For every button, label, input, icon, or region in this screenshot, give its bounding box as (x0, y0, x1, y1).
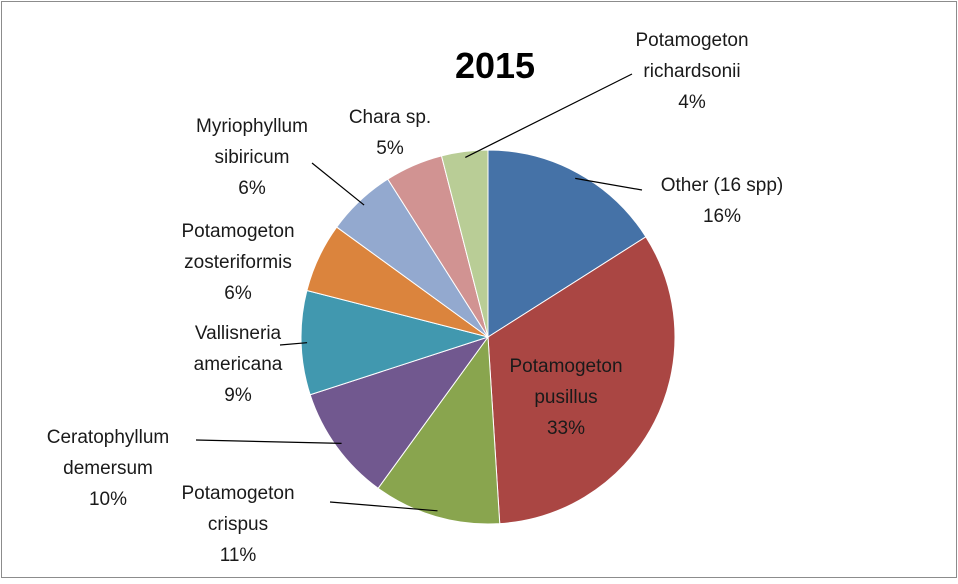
slice-label-line: Potamogeton (509, 356, 622, 377)
slice-label-line: pusillus (534, 387, 597, 408)
slice-value-label: 11% (220, 545, 257, 566)
slice-label: Potamogeton crispus (181, 483, 294, 535)
slice-label-line: richardsonii (643, 61, 740, 82)
pie-slice (487, 236, 676, 525)
slice-value-label: 9% (224, 385, 252, 406)
leader-line (329, 501, 438, 512)
leader-line (575, 177, 643, 191)
slice-value-label: 6% (238, 178, 266, 199)
pie-slice (377, 335, 501, 525)
slice-value-label: 10% (89, 489, 127, 510)
slice-value-label: 6% (224, 283, 252, 304)
leader-line (465, 73, 633, 158)
slice-label-line: Potamogeton (181, 221, 294, 242)
pie-slice (309, 336, 490, 489)
leader-line (195, 439, 342, 444)
slice-label-line: Other (16 spp) (661, 175, 784, 196)
pie-slice (487, 149, 647, 338)
slice-label: Potamogeton pusillus (509, 356, 622, 408)
slice-label: Myriophyllum sibiricum (196, 116, 308, 168)
slice-label: Chara sp. (349, 107, 431, 128)
slice-value-label: 4% (678, 92, 706, 113)
slice-value-label: 5% (376, 138, 404, 159)
slice-label: Potamogeton richardsonii (635, 30, 748, 82)
slice-label-line: americana (194, 354, 283, 375)
leader-line (279, 342, 308, 346)
slice-label-line: Chara sp. (349, 107, 431, 128)
slice-label-line: Potamogeton (181, 483, 294, 504)
slice-label-line: Ceratophyllum (47, 427, 170, 448)
slice-label: Ceratophyllum demersum (47, 427, 170, 479)
slice-label-line: sibiricum (215, 147, 290, 168)
slice-value-label: 33% (547, 418, 585, 439)
slice-label-line: Potamogeton (635, 30, 748, 51)
leader-line (311, 162, 365, 206)
slice-label-line: Vallisneria (195, 323, 282, 344)
slice-label-line: crispus (208, 514, 268, 535)
slice-label-line: zosteriformis (184, 252, 292, 273)
slice-label: Potamogeton zosteriformis (181, 221, 294, 273)
slice-label: Vallisneria americana (194, 323, 283, 375)
chart-title: 2015 (455, 45, 535, 86)
slice-label: Other (16 spp) (661, 175, 784, 196)
slice-value-label: 16% (703, 206, 741, 227)
pie-slice (440, 149, 489, 338)
slice-label-line: demersum (63, 458, 153, 479)
slice-label-line: Myriophyllum (196, 116, 308, 137)
